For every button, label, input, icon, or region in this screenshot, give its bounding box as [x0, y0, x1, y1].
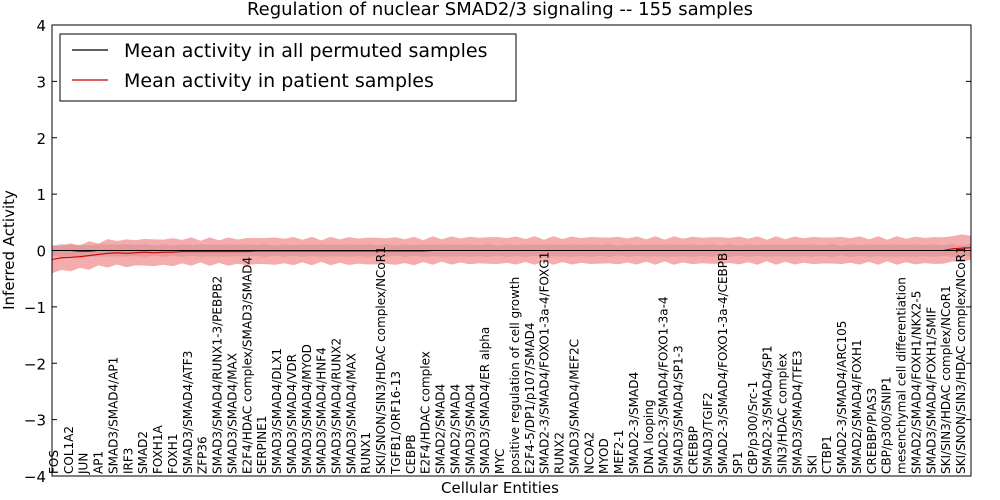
- chart-title: Regulation of nuclear SMAD2/3 signaling …: [247, 0, 753, 20]
- x-tick-label: MYC: [493, 449, 507, 474]
- x-tick-label: SKI/SNON/SIN3/HDAC complex/NCoR1: [954, 246, 968, 474]
- x-tick-label: mesenchymal cell differentiation: [895, 277, 909, 474]
- legend: Mean activity in all permuted samples Me…: [59, 33, 517, 102]
- y-tick-label: 0: [36, 243, 46, 261]
- x-tick-label: SMAD3/SMAD4/FOXH1/SMIF: [924, 307, 938, 474]
- x-tick-label: SMAD2-3/SMAD4/FOXO1-3a-4: [657, 296, 671, 474]
- legend-box: [59, 33, 517, 102]
- y-axis: −4 −3 −2 −1 0 1 2 3 4: [24, 17, 971, 486]
- x-tick-label: SKI/SIN3/HDAC complex/NCoR1: [939, 285, 953, 474]
- x-tick-label: COL1A2: [62, 426, 76, 474]
- y-tick-label: −4: [24, 468, 46, 486]
- x-tick-label: SP1: [731, 452, 745, 475]
- x-tick-label: SMAD2-3/SMAD4/SP1: [761, 345, 775, 474]
- x-tick-label: SMAD2-3/SMAD4/ARC105: [835, 321, 849, 474]
- y-tick-label: 4: [36, 17, 46, 35]
- x-tick-label: ZFP36: [196, 436, 210, 474]
- x-tick-label: SMAD3/SMAD4/MYOD: [300, 344, 314, 474]
- x-tick-label: SMAD3/SMAD4/DLX1: [270, 348, 284, 474]
- x-tick-label: SMAD2-3/SMAD4/FOXO1-3a-4/FOXG1: [538, 252, 552, 474]
- x-tick-label: NCOA2: [582, 432, 596, 474]
- x-tick-label: SMAD2/SMAD4/FOXH1: [850, 339, 864, 474]
- x-tick-label: SMAD3/SMAD4/RUNX1-3/PEBPB2: [211, 276, 225, 474]
- x-tick-label: CBP/p300/Src-1: [746, 381, 760, 474]
- y-tick-label: −3: [24, 412, 46, 430]
- x-tick-label: E2F4/HDAC complex: [419, 351, 433, 474]
- x-tick-label: SMAD2: [136, 431, 150, 474]
- band-patient: [52, 234, 971, 274]
- x-tick-label: E2F4-5/DP1/p107/SMAD4: [523, 322, 537, 474]
- x-tick-label: RUNX2: [553, 432, 567, 474]
- y-axis-label: Inferred Activity: [0, 190, 18, 310]
- x-tick-label: SMAD3/SMAD4/MEF2C: [567, 339, 581, 474]
- y-tick-label: 3: [36, 73, 46, 91]
- legend-label-patient: Mean activity in patient samples: [124, 70, 434, 92]
- x-tick-label: SMAD2/SMAD4: [434, 384, 448, 474]
- y-tick-label: 1: [36, 186, 46, 204]
- x-tick-label: SMAD3/SMAD4/VDR: [285, 354, 299, 474]
- x-tick-label: positive regulation of cell growth: [508, 277, 522, 474]
- x-tick-label: MYOD: [597, 438, 611, 474]
- x-tick-label: CBP/p300/SNIP1: [880, 377, 894, 474]
- x-tick-label: TGFB1/ORF16-13: [389, 371, 403, 475]
- x-tick-label: CREBBP/PIAS3: [865, 388, 879, 474]
- x-tick-label: FOXH1A: [151, 425, 165, 474]
- x-tick-label: SMAD3/SMAD4/TFE3: [790, 350, 804, 474]
- x-tick-label: SKI/SNON/SIN3/HDAC complex/NCoR1: [374, 246, 388, 474]
- x-tick-label: SMAD2-3/SMAD4: [627, 372, 641, 474]
- x-tick-label: AP1: [92, 451, 106, 474]
- series-lines: [51, 247, 972, 261]
- x-tick-label: JUN: [77, 453, 91, 475]
- x-tick-label: SMAD3/SMAD4/ER alpha: [478, 327, 492, 474]
- x-tick-label: SMAD2-3/SMAD4/FOXO1-3a-4/CEBPB: [716, 253, 730, 474]
- x-tick-label: FOXH1: [166, 434, 180, 474]
- x-tick-label: SMAD2/SMAD4: [449, 384, 463, 474]
- x-tick-label: SKI: [805, 455, 819, 474]
- x-tick-label: CREBBP: [686, 426, 700, 474]
- x-tick-label: SMAD3/SMAD4/RUNX2: [330, 338, 344, 474]
- x-tick-label: SMAD3/SMAD4/MAX: [225, 353, 239, 474]
- x-tick-label: SMAD3/SMAD4/SP1-3: [672, 345, 686, 474]
- x-tick-label: IRF3: [121, 448, 135, 474]
- x-tick-label: FOS: [47, 450, 61, 474]
- x-tick-label: CEBPB: [404, 434, 418, 474]
- x-tick-label: MEF2-1: [612, 430, 626, 474]
- x-tick-label: CTBP1: [820, 435, 834, 474]
- x-axis-label: Cellular Entities: [441, 479, 559, 497]
- x-tick-label: SERPINE1: [255, 415, 269, 474]
- x-tick-label: SIN3/HDAC complex: [776, 353, 790, 474]
- x-tick-labels: FOS COL1A2 JUN AP1 SMAD3/SMAD4/AP1 IRF3 SMAD2 F…: [47, 246, 968, 475]
- x-tick-label: E2F4/HDAC complex/SMAD3/SMAD4: [240, 257, 254, 474]
- x-tick-label: SMAD3/SMAD4: [463, 384, 477, 474]
- y-tick-label: −2: [24, 355, 46, 373]
- y-tick-label: −1: [24, 299, 46, 317]
- x-tick-label: SMAD3/SMAD4/ATF3: [181, 351, 195, 474]
- x-tick-label: SMAD3/SMAD4/AP1: [107, 357, 121, 474]
- x-tick-label: SMAD2/SMAD4/FOXH1/NKX2-5: [909, 291, 923, 474]
- x-tick-label: SMAD3/SMAD4/HNF4: [315, 347, 329, 474]
- y-tick-label: 2: [36, 130, 46, 148]
- legend-label-permuted: Mean activity in all permuted samples: [124, 40, 487, 62]
- x-tick-label: SMAD3/SMAD4/MAX: [344, 353, 358, 474]
- x-tick-label: SMAD3/TGIF2: [701, 392, 715, 474]
- x-tick-label: DNA looping: [642, 400, 656, 474]
- x-tick-label: RUNX1: [359, 432, 373, 474]
